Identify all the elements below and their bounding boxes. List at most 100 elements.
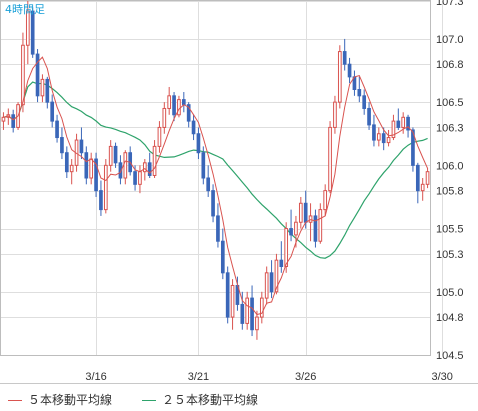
y-tick-label: 104.8 <box>436 312 464 324</box>
x-tick-label: 3/21 <box>188 371 209 383</box>
legend-item-ma25: ２５本移動平均線 <box>142 391 258 408</box>
x-tick-label: 3/16 <box>85 371 106 383</box>
y-tick-label: 105.0 <box>436 287 464 299</box>
candle-body <box>201 152 206 179</box>
candle-body <box>60 137 64 154</box>
candle-body <box>372 124 376 141</box>
candle-body <box>167 95 172 109</box>
candle-body <box>313 215 318 242</box>
candle-body <box>401 116 406 128</box>
legend-label-ma5: ５本移動平均線 <box>28 393 113 407</box>
candle-body <box>1 116 6 122</box>
candle-body <box>376 133 381 141</box>
candle-body <box>333 101 337 128</box>
candle-body <box>420 183 425 192</box>
candle-body <box>391 120 396 139</box>
candle-body <box>108 145 113 166</box>
ma5-line <box>3 56 429 316</box>
candle-body <box>142 162 147 173</box>
y-tick-label: 105.3 <box>436 249 464 261</box>
y-tick-label: 107.3 <box>436 0 464 8</box>
candle-body <box>406 116 410 131</box>
candle-body <box>216 215 220 242</box>
candle-body <box>264 272 269 299</box>
candle-body <box>245 297 250 324</box>
candle-body <box>323 190 328 211</box>
candle-body <box>362 95 367 109</box>
candle-body <box>367 107 371 126</box>
candle-body <box>186 104 191 122</box>
candle-body <box>386 137 391 144</box>
x-tick-label: 3/26 <box>295 371 316 383</box>
candle-body <box>274 259 279 293</box>
candle-body <box>196 133 201 154</box>
x-tick-label: 3/30 <box>431 371 452 383</box>
ma25-line-group <box>3 81 428 259</box>
candle-body <box>294 221 298 236</box>
candle-body <box>45 78 50 103</box>
legend-item-ma5: ５本移動平均線 <box>8 391 112 408</box>
y-tick-label: 107.0 <box>436 34 464 46</box>
candle-body <box>30 10 35 55</box>
candle-body <box>220 240 225 274</box>
candle-body <box>318 209 323 242</box>
candle-body <box>99 190 103 211</box>
candle-body <box>225 272 230 318</box>
candle-body <box>69 164 74 173</box>
candle-body <box>357 89 362 97</box>
legend-label-ma25: ２５本移動平均線 <box>162 393 259 407</box>
candle-body <box>172 95 176 116</box>
candle-body <box>89 158 94 179</box>
candle-body <box>35 53 40 97</box>
candle-body <box>94 158 98 192</box>
candle-body <box>103 164 108 211</box>
candle-body <box>289 228 293 236</box>
candle-body <box>259 297 264 318</box>
candle-body <box>337 51 342 103</box>
candle-body <box>21 44 25 106</box>
candle-body <box>181 99 186 106</box>
candle-body <box>308 215 313 223</box>
candle-body <box>157 126 162 147</box>
y-tick-label: 106.5 <box>436 97 464 109</box>
candle-body <box>191 120 196 135</box>
y-tick-label: 106.0 <box>436 160 464 172</box>
candle-body <box>206 177 211 192</box>
candle-body <box>284 228 289 267</box>
candle-body <box>425 171 430 185</box>
y-axis: 104.5 104.8 105.0 105.3 105.5 105.8 106.0 106.3… <box>436 0 464 362</box>
candle-body <box>152 145 157 176</box>
candle-body <box>396 120 401 128</box>
legend-swatch-ma25 <box>142 400 156 401</box>
candle-body <box>64 152 69 173</box>
candle-body <box>347 63 352 78</box>
y-tick-label: 104.5 <box>436 350 464 362</box>
legend-swatch-ma5 <box>8 400 22 401</box>
candle-body <box>279 259 284 267</box>
plot-frame <box>0 0 431 356</box>
candle-body <box>79 139 84 154</box>
candle-body <box>250 297 254 331</box>
candle-body <box>147 162 152 176</box>
candle-body <box>255 316 259 331</box>
candle-body <box>123 152 128 179</box>
candle-body <box>133 171 137 185</box>
candle-body <box>113 145 118 164</box>
candlesticks <box>1 1 430 340</box>
x-axis: 3/16 3/21 3/26 3/30 <box>85 371 453 383</box>
y-tick-label: 106.3 <box>436 122 464 134</box>
candle-body <box>230 284 235 318</box>
ma25-line <box>3 81 428 259</box>
candle-body <box>381 133 386 144</box>
candle-body <box>162 107 167 128</box>
ma5-line-group <box>3 56 429 316</box>
legend: ５本移動平均線 ２５本移動平均線 <box>0 383 478 411</box>
candle-body <box>11 114 16 128</box>
y-tick-label: 105.8 <box>436 186 464 198</box>
candle-body <box>240 303 245 324</box>
grid-lines <box>1 1 443 356</box>
candle-body <box>211 190 215 217</box>
candle-body <box>303 202 308 223</box>
candle-body <box>269 272 274 293</box>
candle-body <box>177 99 181 116</box>
